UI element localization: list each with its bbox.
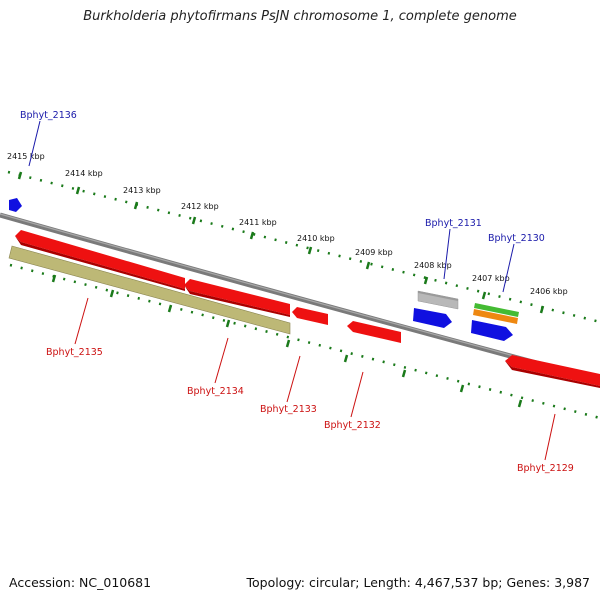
leader-line <box>544 413 556 461</box>
gene-bphyt-2130-orange[interactable] <box>473 309 518 324</box>
ruler-tick <box>109 289 115 298</box>
ruler-label: 2411 kbp <box>239 218 277 227</box>
gene-bphyt-2135[interactable] <box>15 230 185 289</box>
gene-bphyt-2135-pseudo[interactable] <box>8 245 291 335</box>
gene-bphyt-2132[interactable] <box>347 321 401 343</box>
ruler-lower <box>9 263 600 420</box>
ruler-tick <box>249 231 255 240</box>
ruler-tick <box>167 304 173 313</box>
gene-bphyt-2129[interactable] <box>505 355 600 386</box>
gene-label-bottom[interactable]: Bphyt_2134 <box>187 386 244 397</box>
ruler-tick <box>343 354 349 363</box>
ruler-label: 2414 kbp <box>65 169 103 178</box>
leader-line <box>28 120 41 167</box>
ruler-tick <box>307 246 313 255</box>
ruler-label: 2408 kbp <box>414 261 452 270</box>
ruler-tick <box>423 276 429 285</box>
ruler-tick <box>51 274 57 283</box>
ruler-upper-ticks <box>17 171 545 314</box>
ruler-label: 2410 kbp <box>297 234 335 243</box>
accession-value: NC_010681 <box>79 575 152 590</box>
gene-label-bottom[interactable]: Bphyt_2132 <box>324 420 381 431</box>
gene-bphyt-2134-red[interactable] <box>184 279 290 315</box>
gene-forward-arrow-2[interactable] <box>471 320 513 341</box>
leader-line <box>350 371 364 418</box>
ruler-label: 2406 kbp <box>530 287 568 296</box>
gene-bphyt-2130-green[interactable] <box>474 303 519 317</box>
length-value: 4,467,537 bp; <box>414 575 503 590</box>
accession-info: Accession: NC_010681 <box>9 575 151 590</box>
ruler-tick <box>481 291 487 300</box>
topology-label: Topology: <box>246 575 306 590</box>
chart-title: Burkholderia phytofirmans PsJN chromosom… <box>83 9 517 24</box>
gene-label-bottom[interactable]: Bphyt_2135 <box>46 347 103 358</box>
ruler-label: 2415 kbp <box>7 152 45 161</box>
ruler-label: 2412 kbp <box>181 202 219 211</box>
leader-line <box>214 337 229 384</box>
ruler-tick <box>191 216 197 225</box>
gene-bphyt-2135-shade <box>15 236 185 291</box>
gene-label-top[interactable]: Bphyt_2136 <box>20 110 77 121</box>
ruler-tick <box>365 261 371 270</box>
ruler-tick <box>285 339 291 348</box>
gene-label-top[interactable]: Bphyt_2130 <box>488 233 545 244</box>
length-label: Length: <box>363 575 411 590</box>
accession-label: Accession: <box>9 575 76 590</box>
topology-value: circular; <box>309 575 360 590</box>
gene-bphyt-2131-rna-shade <box>418 291 458 301</box>
genome-stats: Topology: circular; Length: 4,467,537 bp; … <box>247 575 590 590</box>
gene-forward-arrow-1[interactable] <box>413 308 452 328</box>
ruler-tick <box>517 399 523 408</box>
top-leader-lines <box>28 120 515 293</box>
leader-line <box>502 243 515 293</box>
gene-bphyt-2129-shade <box>505 361 600 388</box>
leader-line <box>74 297 89 345</box>
gene-label-top[interactable]: Bphyt_2131 <box>425 218 482 229</box>
ruler-label: 2409 kbp <box>355 248 393 257</box>
ruler-lower-ticks <box>51 274 523 408</box>
ruler-tick <box>75 186 81 195</box>
ruler-tick <box>133 201 139 210</box>
genes-value: 3,987 <box>554 575 590 590</box>
gene-bphyt-2133[interactable] <box>292 307 328 325</box>
gene-label-bottom[interactable]: Bphyt_2129 <box>517 463 574 474</box>
leader-line <box>443 228 451 280</box>
leader-line <box>286 355 301 403</box>
ruler-label: 2407 kbp <box>472 274 510 283</box>
ruler-label: 2413 kbp <box>123 186 161 195</box>
genes-label: Genes: <box>506 575 551 590</box>
ruler-tick <box>401 369 407 378</box>
gene-bphyt-2136[interactable] <box>9 198 22 212</box>
ruler-tick <box>225 319 231 328</box>
ruler-tick <box>459 384 465 393</box>
bottom-leader-lines <box>74 297 556 461</box>
ruler-tick <box>539 305 545 314</box>
gene-label-bottom[interactable]: Bphyt_2133 <box>260 404 317 415</box>
ruler-tick <box>17 171 23 180</box>
gene-bphyt-2134-red-shade <box>184 285 290 317</box>
